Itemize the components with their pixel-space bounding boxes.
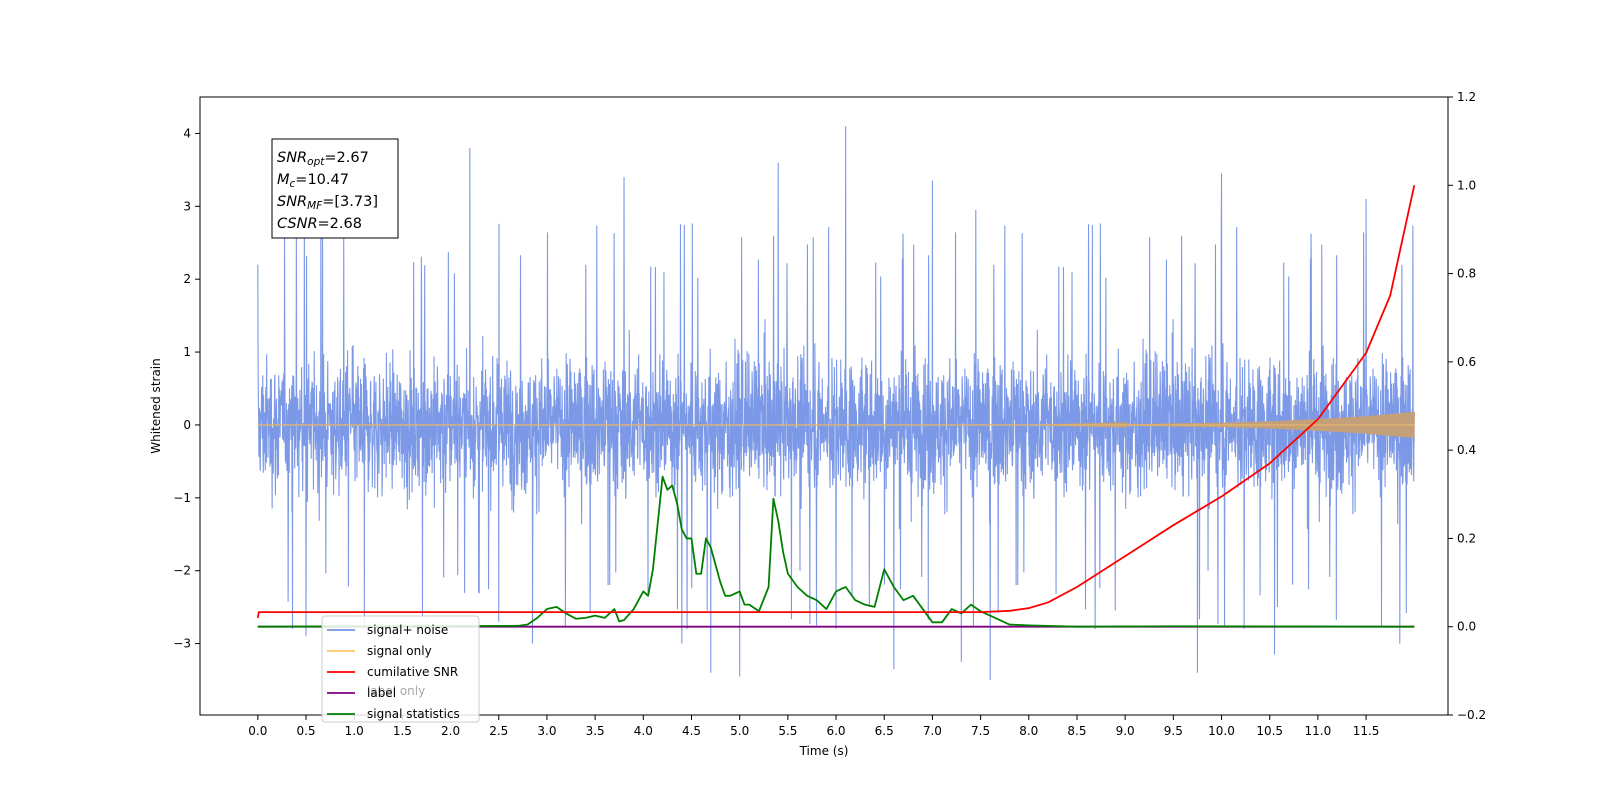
x-tick-label: 1.0 [345, 724, 364, 738]
signal-noise-line [257, 126, 1415, 681]
x-tick-label: 1.5 [393, 724, 412, 738]
stats-subscript: c [290, 178, 296, 190]
legend-label: signal+ noise [367, 623, 448, 637]
plot-frame [199, 96, 1449, 716]
x-tick-label: 2.0 [441, 724, 460, 738]
x-tick-label: 8.5 [1067, 724, 1086, 738]
x-tick-label: 5.5 [778, 724, 797, 738]
x-tick-label: 3.0 [537, 724, 556, 738]
y-axis-left: 4 3 2 1 0 −1 −2 −3 [173, 126, 200, 651]
x-tick-label: 6.0 [826, 724, 845, 738]
x-tick-label: 5.0 [730, 724, 749, 738]
x-tick-label: 11.0 [1305, 724, 1332, 738]
stats-symbol: SNR [277, 150, 307, 166]
x-tick-label: 2.5 [489, 724, 508, 738]
y-tick-label: −1 [173, 491, 191, 505]
legend-label: signal statistics [367, 707, 460, 721]
stats-symbol: M [277, 172, 290, 188]
stats-line: SNRopt=2.67 [277, 150, 369, 168]
cumulative-snr-line [256, 185, 1416, 619]
x-tick-label: 0.0 [248, 724, 267, 738]
stats-box-frame [271, 138, 399, 239]
legend-label: label [367, 686, 396, 700]
x-tick-label: 10.5 [1256, 724, 1283, 738]
y2-tick-label: 0.8 [1457, 267, 1476, 281]
legend-hidden-text: label only [367, 684, 425, 698]
x-tick-label: 6.5 [875, 724, 894, 738]
x-tick-label: 8.0 [1019, 724, 1038, 738]
y-tick-label: −3 [173, 637, 191, 651]
legend-label: signal only [367, 644, 432, 658]
stats-line: Mc=10.47 [277, 172, 349, 190]
x-tick-label: 4.0 [634, 724, 653, 738]
y-tick-label: 2 [183, 272, 191, 286]
y2-tick-label: 0.6 [1457, 355, 1476, 369]
y-tick-label: 0 [183, 418, 191, 432]
legend: label only signal+ noise signal only cumila… [321, 615, 480, 723]
x-tick-label: 0.5 [296, 724, 315, 738]
y2-tick-label: −0.2 [1457, 708, 1486, 722]
x-tick-label: 9.5 [1164, 724, 1183, 738]
signal-noise-series [257, 126, 1415, 681]
x-tick-label: 7.0 [923, 724, 942, 738]
y-axis-label: Whitened strain [149, 358, 163, 454]
stats-subscript: MF [307, 200, 323, 212]
stats-value: =2.68 [318, 216, 362, 232]
x-tick-label: 3.5 [586, 724, 605, 738]
stats-symbol: SNR [277, 194, 307, 210]
legend-label: cumilative SNR [367, 665, 458, 679]
legend-frame [321, 615, 480, 723]
stats-symbol: CSNR [277, 216, 318, 232]
y-tick-label: 4 [183, 126, 191, 140]
y-axis-right: 1.2 1.0 0.8 0.6 0.4 0.2 0.0 −0.2 [1448, 90, 1486, 722]
x-tick-label: 9.0 [1116, 724, 1135, 738]
y2-tick-label: 1.0 [1457, 178, 1476, 192]
x-tick-label: 11.5 [1353, 724, 1380, 738]
signal-statistics-line [257, 475, 1415, 628]
x-tick-label: 10.0 [1208, 724, 1235, 738]
x-tick-label: 4.5 [682, 724, 701, 738]
y-tick-label: 3 [183, 199, 191, 213]
stats-value: =[3.73] [322, 194, 378, 210]
y-tick-label: −2 [173, 564, 191, 578]
y2-tick-label: 0.4 [1457, 443, 1476, 457]
y-tick-label: 1 [183, 345, 191, 359]
stats-value: =2.67 [324, 150, 368, 166]
stats-value: =10.47 [295, 172, 349, 188]
y2-tick-label: 0.0 [1457, 620, 1476, 634]
signal-only-series [257, 411, 1415, 439]
stats-line: CSNR=2.68 [277, 216, 362, 232]
x-tick-label: 7.5 [971, 724, 990, 738]
stats-line: SNRMF=[3.73] [277, 194, 378, 212]
stats-subscript: opt [307, 156, 325, 168]
y2-tick-label: 0.2 [1457, 531, 1476, 545]
y2-tick-label: 1.2 [1457, 90, 1476, 104]
x-axis-label: Time (s) [799, 744, 849, 758]
x-axis: 0.0 0.5 1.0 1.5 2.0 2.5 3.0 3.5 4.0 4.5 5.0 5.5 6.0 6… [248, 715, 1379, 738]
